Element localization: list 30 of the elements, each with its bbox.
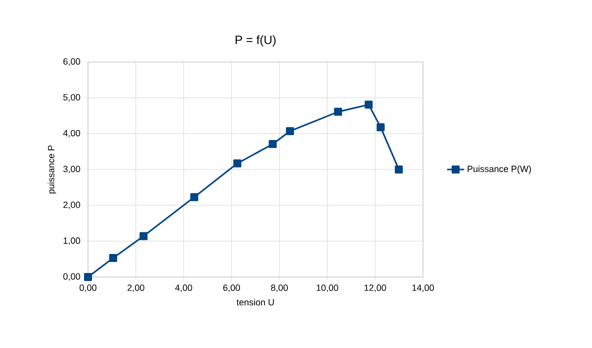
x-tick-label: 2,00 <box>128 284 144 292</box>
chart-title: P = f(U) <box>236 35 276 46</box>
x-tick-label: 12,00 <box>364 284 386 292</box>
point <box>190 193 198 202</box>
x-tick-label: 8,00 <box>271 284 288 292</box>
x-tick-label: 4,00 <box>175 284 192 292</box>
x-tick-label: 0,00 <box>80 284 96 292</box>
point <box>334 108 342 116</box>
y-tick-label: 0,00 <box>63 273 80 281</box>
x-tick-label: 14,00 <box>412 284 434 292</box>
point <box>109 254 118 262</box>
y-axis-title: puissance P <box>48 145 56 194</box>
point <box>364 100 373 109</box>
y-tick-label: 6,00 <box>63 58 80 66</box>
point <box>268 140 277 148</box>
x-axis-title: tension U <box>236 298 274 306</box>
point <box>140 232 148 240</box>
point <box>376 123 385 132</box>
point <box>394 165 403 174</box>
y-tick-label: 3,00 <box>63 166 80 174</box>
y-tick-label: 2,00 <box>63 202 80 210</box>
legend-label: Puissance P(W) <box>468 165 531 174</box>
point <box>286 127 294 136</box>
point <box>233 159 242 168</box>
y-tick-label: 4,00 <box>63 130 80 138</box>
y-tick-label: 1,00 <box>64 237 80 245</box>
y-tick-label: 5,00 <box>63 94 80 102</box>
point <box>84 272 92 281</box>
x-tick-label: 6,00 <box>223 284 240 292</box>
x-tick-label: 10,00 <box>316 284 338 292</box>
